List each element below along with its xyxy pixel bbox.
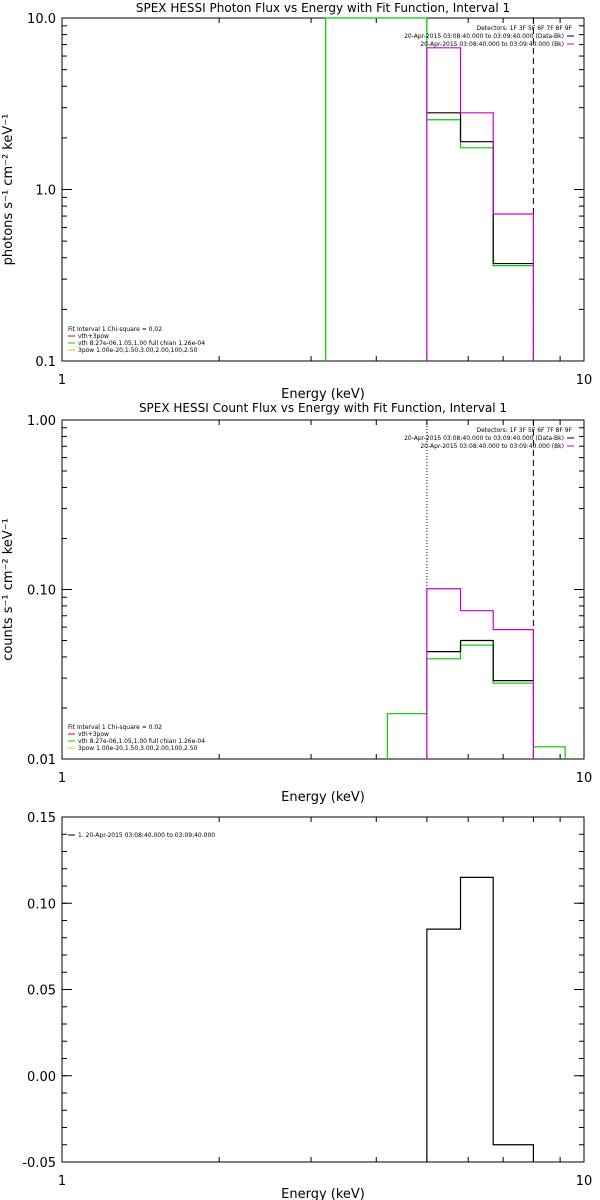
- legend-entry: 20-Apr-2015 03:08:40.000 to 03:09:40.000…: [404, 33, 564, 40]
- x-axis-label: Energy (keV): [281, 790, 365, 805]
- series-line-2: [426, 112, 534, 265]
- legend-entry: 20-Apr-2015 03:08:40.000 to 03:09:40.000…: [420, 443, 564, 450]
- y-tick-label: 1.00: [27, 414, 56, 429]
- y-tick-label: 0.10: [27, 897, 56, 912]
- x-axis-label: Energy (keV): [281, 1187, 365, 1200]
- x-tick-label: 1: [58, 373, 66, 388]
- x-tick-label: 10: [576, 771, 593, 786]
- y-tick-label: 0.10: [27, 584, 56, 599]
- y-tick-label: 0.01: [27, 753, 56, 768]
- legend-entry: vth+3pow: [78, 333, 109, 340]
- chart-panel-1: SPEX HESSI Photon Flux vs Energy with Fi…: [1, 1, 592, 402]
- legend-entry: vth 8.27e-06,1.05,1.00 full chian 1.26e-…: [78, 738, 205, 745]
- legend-entry: 20-Apr-2015 03:08:40.000 to 03:09:40.000…: [420, 41, 564, 48]
- y-tick-label: -0.05: [22, 1156, 56, 1171]
- chart-title: SPEX HESSI Count Flux vs Energy with Fit…: [139, 401, 507, 415]
- detectors-label: Detectors: 1F 3F 5F 6F 7F 8F 9F: [476, 25, 572, 32]
- legend-entry: vth+3pow: [78, 731, 109, 738]
- chart-panel-2: SPEX HESSI Count Flux vs Energy with Fit…: [1, 401, 592, 805]
- series-line-1: [386, 644, 566, 759]
- x-tick-label: 1: [58, 771, 66, 786]
- series-line-1: [426, 876, 535, 1162]
- legend-entry: 3pow 1.00e-20,1.50,3.00,2.00,100,2.50: [78, 745, 198, 752]
- y-tick-label: 1.0: [35, 184, 56, 199]
- series-line-3: [426, 588, 535, 759]
- y-tick-label: 0.05: [27, 984, 56, 999]
- plot-frame: [61, 17, 585, 362]
- y-axis-label: photons s⁻¹ cm⁻² keV⁻¹: [1, 114, 16, 266]
- series-line-1: [325, 17, 535, 361]
- chart-panel-3: Energy (keV) 1 10 0.15 0.10 0.05 0.00 -0.05 1. 2…: [22, 811, 592, 1200]
- plot-frame: [61, 816, 585, 1163]
- legend-entry: 20-Apr-2015 03:08:40.000 to 03:09:40.000…: [404, 435, 564, 442]
- legend-entry: 1. 20-Apr-2015 03:08:40.000 to 03:09:40.…: [78, 832, 215, 839]
- x-tick-label: 1: [58, 1174, 66, 1189]
- legend-entry: 3pow 1.00e-20,1.50,3.00,2.00,100,2.50: [78, 347, 198, 354]
- plot-frame: [61, 419, 585, 760]
- legend-entry: Fit Interval 1 Chi-square = 0.02: [68, 326, 162, 333]
- chart-title: SPEX HESSI Photon Flux vs Energy with Fi…: [136, 1, 510, 15]
- legend-entry: vth 8.27e-06,1.05,1.00 full chian 1.26e-…: [78, 340, 205, 347]
- x-axis-label: Energy (keV): [281, 387, 365, 402]
- x-tick-label: 10: [576, 373, 593, 388]
- series-line-2: [426, 639, 534, 682]
- y-tick-label: 10.0: [27, 12, 56, 27]
- legend-entry: Fit Interval 1 Chi-square = 0.02: [68, 724, 162, 731]
- x-tick-label: 10: [576, 1174, 593, 1189]
- detectors-label: Detectors: 1F 3F 5F 6F 7F 8F 9F: [476, 427, 572, 434]
- y-tick-label: 0.00: [27, 1070, 56, 1085]
- y-tick-label: 0.1: [35, 355, 56, 370]
- series-line-3: [426, 47, 535, 361]
- y-axis-label: counts s⁻¹ cm⁻² keV⁻¹: [1, 518, 16, 661]
- y-tick-label: 0.15: [27, 811, 56, 826]
